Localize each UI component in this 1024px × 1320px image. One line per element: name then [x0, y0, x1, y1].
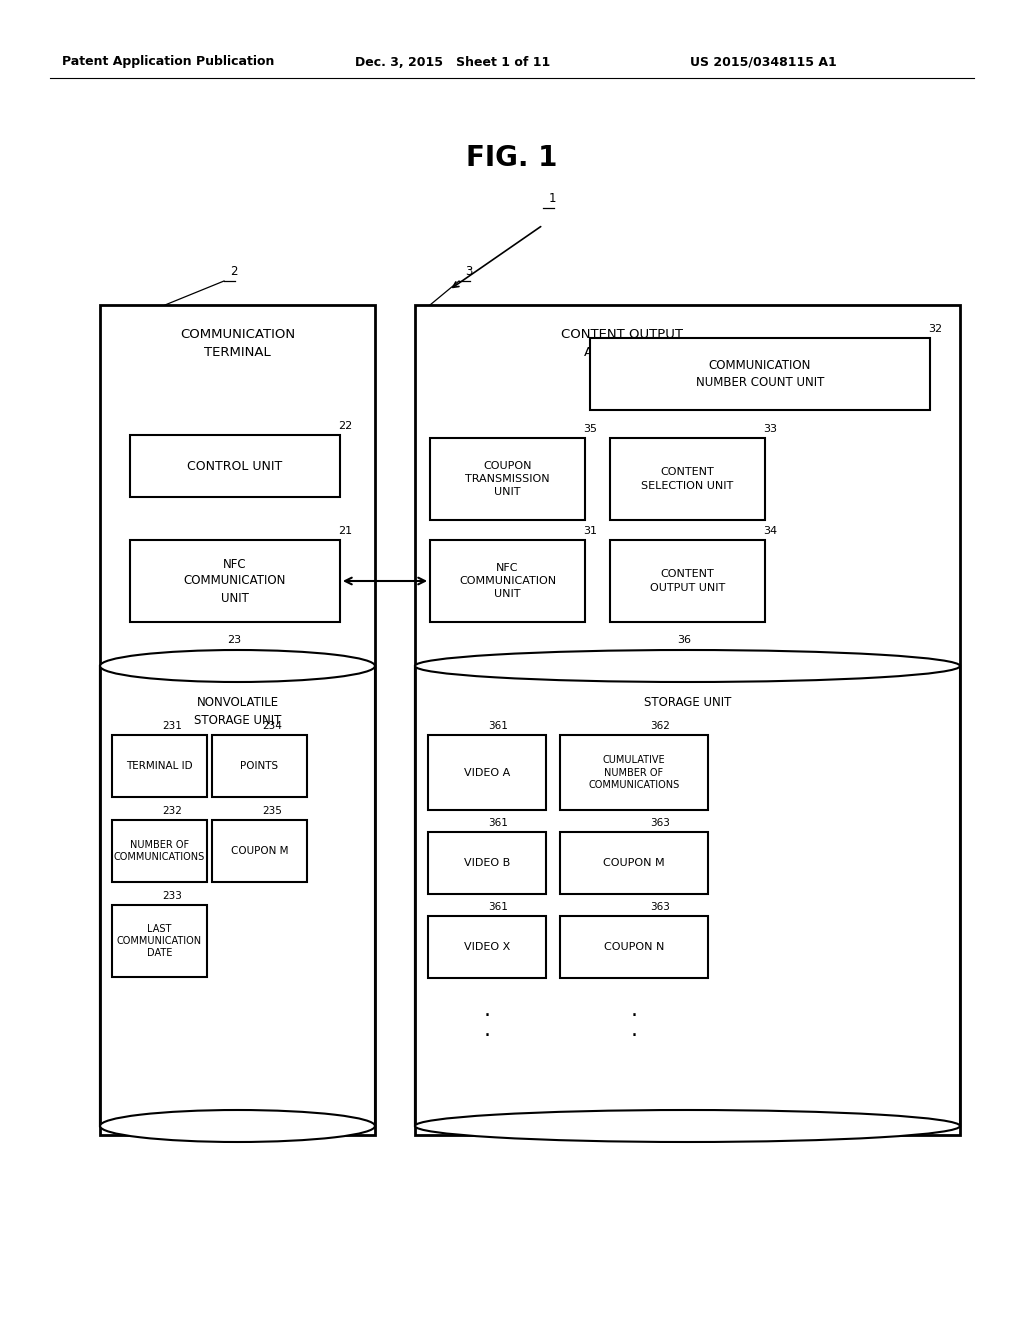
Text: VIDEO X: VIDEO X — [464, 942, 510, 952]
Text: LAST
COMMUNICATION
DATE: LAST COMMUNICATION DATE — [117, 924, 202, 958]
Text: COUPON M: COUPON M — [603, 858, 665, 869]
Ellipse shape — [100, 649, 375, 682]
Text: STORAGE UNIT: STORAGE UNIT — [644, 696, 731, 709]
Text: 231: 231 — [162, 721, 182, 731]
Bar — [130, 436, 340, 498]
Bar — [428, 916, 546, 978]
Text: 1: 1 — [549, 191, 556, 205]
Bar — [610, 540, 765, 622]
Bar — [212, 735, 307, 797]
Bar — [415, 667, 961, 1126]
Bar — [212, 820, 307, 882]
Ellipse shape — [100, 1110, 375, 1142]
Bar — [430, 438, 585, 520]
Text: 21: 21 — [338, 525, 352, 536]
Text: COUPON M: COUPON M — [230, 846, 288, 855]
Bar — [100, 667, 375, 1126]
Text: 22: 22 — [338, 421, 352, 432]
Text: COMMUNICATION
NUMBER COUNT UNIT: COMMUNICATION NUMBER COUNT UNIT — [696, 359, 824, 389]
Text: CONTROL UNIT: CONTROL UNIT — [187, 459, 283, 473]
Text: 2: 2 — [230, 265, 238, 279]
Text: 361: 361 — [488, 902, 508, 912]
Bar — [415, 305, 961, 1135]
Ellipse shape — [415, 1110, 961, 1142]
Bar — [428, 735, 546, 810]
Text: 23: 23 — [227, 635, 241, 645]
Text: .: . — [483, 1001, 490, 1020]
Text: COUPON
TRANSMISSION
UNIT: COUPON TRANSMISSION UNIT — [465, 461, 550, 498]
Text: VIDEO A: VIDEO A — [464, 767, 510, 777]
Text: Dec. 3, 2015   Sheet 1 of 11: Dec. 3, 2015 Sheet 1 of 11 — [355, 55, 550, 69]
Bar — [428, 832, 546, 894]
Bar — [112, 906, 207, 977]
Text: US 2015/0348115 A1: US 2015/0348115 A1 — [690, 55, 837, 69]
Text: 361: 361 — [488, 721, 508, 731]
Text: CONTENT
SELECTION UNIT: CONTENT SELECTION UNIT — [641, 467, 733, 491]
Text: COUPON N: COUPON N — [604, 942, 665, 952]
Ellipse shape — [415, 649, 961, 682]
Bar — [112, 820, 207, 882]
Text: NFC
COMMUNICATION
UNIT: NFC COMMUNICATION UNIT — [459, 562, 556, 599]
Text: NONVOLATILE
STORAGE UNIT: NONVOLATILE STORAGE UNIT — [194, 697, 282, 727]
Bar — [112, 735, 207, 797]
Text: 3: 3 — [465, 265, 472, 279]
Bar — [560, 832, 708, 894]
Text: .: . — [631, 1001, 638, 1020]
Text: 362: 362 — [650, 721, 670, 731]
Text: 233: 233 — [162, 891, 182, 902]
Text: 31: 31 — [583, 525, 597, 536]
Text: TERMINAL ID: TERMINAL ID — [126, 762, 193, 771]
Text: CUMULATIVE
NUMBER OF
COMMUNICATIONS: CUMULATIVE NUMBER OF COMMUNICATIONS — [589, 755, 680, 789]
Text: VIDEO B: VIDEO B — [464, 858, 510, 869]
Bar — [590, 338, 930, 411]
Text: FIG. 1: FIG. 1 — [466, 144, 558, 172]
Bar — [130, 540, 340, 622]
Text: 36: 36 — [677, 635, 691, 645]
Text: CONTENT
OUTPUT UNIT: CONTENT OUTPUT UNIT — [650, 569, 725, 593]
Text: 361: 361 — [488, 818, 508, 828]
Bar — [560, 735, 708, 810]
Text: NFC
COMMUNICATION
UNIT: NFC COMMUNICATION UNIT — [184, 557, 286, 605]
Bar — [560, 916, 708, 978]
Text: .: . — [631, 1020, 638, 1040]
Text: Patent Application Publication: Patent Application Publication — [62, 55, 274, 69]
Text: NUMBER OF
COMMUNICATIONS: NUMBER OF COMMUNICATIONS — [114, 840, 205, 862]
Text: 232: 232 — [162, 807, 182, 816]
Text: .: . — [483, 1020, 490, 1040]
Text: 33: 33 — [763, 424, 777, 434]
Text: 363: 363 — [650, 902, 670, 912]
Bar — [100, 305, 375, 1135]
Text: 32: 32 — [928, 323, 942, 334]
Text: 235: 235 — [262, 807, 282, 816]
Text: 363: 363 — [650, 818, 670, 828]
Text: 34: 34 — [763, 525, 777, 536]
Text: 35: 35 — [583, 424, 597, 434]
Text: 234: 234 — [262, 721, 282, 731]
Bar — [430, 540, 585, 622]
Text: POINTS: POINTS — [241, 762, 279, 771]
Text: CONTENT OUTPUT
APPARATUS: CONTENT OUTPUT APPARATUS — [561, 327, 683, 359]
Text: COMMUNICATION
TERMINAL: COMMUNICATION TERMINAL — [180, 327, 295, 359]
Bar — [610, 438, 765, 520]
